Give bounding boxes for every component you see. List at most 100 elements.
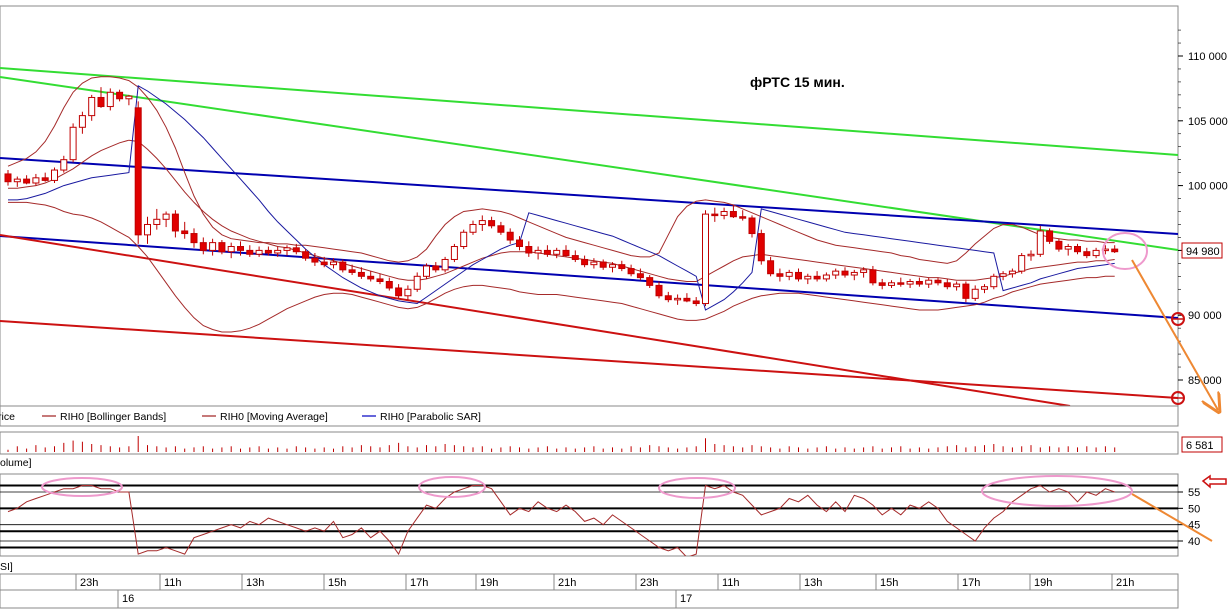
candle (302, 249, 310, 261)
candle (292, 243, 300, 255)
candle-body-bull (60, 159, 68, 171)
candle-body-bear (292, 247, 300, 253)
candle-body-bear (432, 265, 440, 271)
candle (804, 273, 812, 285)
rsi-line (7, 484, 1115, 556)
candle-body-bull (953, 283, 961, 288)
candle (609, 262, 616, 273)
candle (543, 245, 551, 257)
candle-body-bull (162, 213, 170, 220)
candle (320, 256, 328, 268)
candlestick-series (4, 87, 1119, 307)
candle-body-bear (367, 275, 375, 280)
candle (711, 207, 719, 222)
red-trend-line-lower (0, 320, 1178, 399)
candle-body-bear (525, 246, 533, 254)
candle-body-bull (88, 96, 96, 117)
candle-body-bear (692, 300, 700, 305)
candle-body-bear (23, 178, 31, 184)
candle (1027, 250, 1035, 261)
candle-body-bear (218, 242, 226, 253)
candle-body-bull (804, 275, 812, 280)
chart-title: фРТС 15 мин. (750, 74, 845, 90)
candle (385, 277, 393, 291)
legend: rice RIH0 [Bollinger Bands] RIH0 [Moving A… (0, 411, 481, 423)
legend-entry: RIH0 [Parabolic SAR] (380, 411, 481, 423)
price-panel[interactable] (0, 5, 1179, 407)
candle (506, 228, 514, 244)
candle-body-bull (888, 282, 895, 286)
candle (395, 284, 403, 299)
volume-panel[interactable] (0, 431, 1179, 455)
candle-body-bear (739, 216, 747, 219)
candle (69, 123, 77, 163)
candle-body-bear (1055, 240, 1063, 250)
candle-body-bear (869, 269, 877, 284)
candle (404, 285, 412, 300)
candle (562, 245, 570, 257)
forecast-arrow-price (1131, 259, 1218, 410)
candle (1036, 225, 1044, 257)
candle-body-bear (618, 264, 626, 270)
candle (88, 94, 96, 121)
time-axis-frame (0, 573, 1179, 609)
candle-body-bear (729, 211, 737, 218)
price-tick-label: 85 000 (1188, 375, 1222, 387)
candle-body-bear (237, 246, 244, 251)
candle (525, 241, 533, 257)
candle-body-bear (97, 96, 105, 108)
candle-body-bull (999, 273, 1007, 277)
candle (144, 216, 151, 244)
indicator-lines (7, 76, 1115, 333)
candle-body-bull (990, 275, 998, 288)
candle (330, 258, 337, 269)
candle-body-bull (413, 275, 421, 290)
time-tick-label: 17h (962, 577, 980, 589)
volume-bars (7, 436, 1116, 452)
candle (683, 293, 691, 303)
candle (218, 240, 226, 255)
candle-body-bull (423, 265, 430, 277)
target-marker-90000 (1171, 312, 1185, 326)
candle-body-bear (395, 287, 403, 297)
candle-body-bull (125, 95, 133, 100)
rsi-tick-label: 55 (1188, 487, 1200, 499)
candle (897, 277, 905, 287)
candle (878, 278, 886, 290)
candle-body-bear (636, 273, 644, 279)
candle-body-bear (599, 261, 607, 268)
candle-body-bear (1074, 246, 1081, 253)
candle (627, 264, 635, 277)
candle (283, 245, 291, 256)
legend-entry: rice (0, 411, 15, 423)
target-marker-84000 (1171, 391, 1185, 405)
candle (646, 275, 654, 288)
candle-body-bear (581, 258, 589, 266)
candle (1064, 243, 1072, 256)
green-trend-line-upper (0, 67, 1178, 156)
candle-body-bear (181, 230, 189, 235)
candle (1111, 245, 1119, 253)
rsi-panel[interactable] (0, 473, 1179, 557)
candle (655, 281, 663, 299)
candle-body-bear (757, 233, 765, 262)
highlight-circle-price (1102, 232, 1148, 270)
time-tick-label: 17h (410, 577, 428, 589)
candle-body-bear (246, 249, 254, 255)
candle (32, 173, 40, 186)
time-tick-label: 15h (880, 577, 898, 589)
candle (357, 267, 365, 279)
candle-body-bull (51, 169, 58, 181)
candle (720, 207, 728, 220)
parabolic-sar-line (8, 84, 1115, 311)
time-tick-label: 21h (558, 577, 576, 589)
candle (822, 272, 830, 282)
candle-body-bull (702, 213, 709, 305)
legend-entry: RIH0 [Moving Average] (220, 411, 328, 423)
candle (60, 155, 68, 173)
candle-body-bear (627, 268, 635, 275)
candle-body-bear (646, 277, 654, 286)
rsi-tick-label: 50 (1188, 503, 1200, 515)
candle (813, 271, 821, 282)
